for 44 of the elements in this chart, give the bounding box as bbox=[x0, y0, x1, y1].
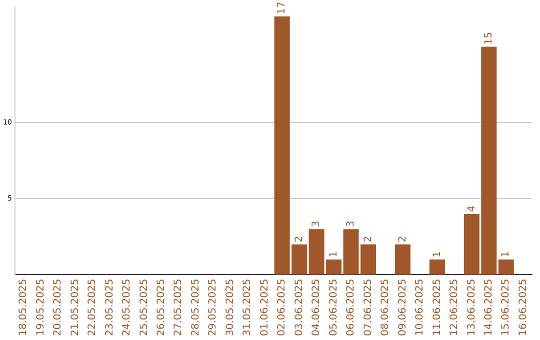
x-tick-label: 13.06.2025 bbox=[466, 278, 478, 336]
data-label: 2 bbox=[397, 236, 408, 242]
x-tick-label: 15.06.2025 bbox=[500, 278, 512, 336]
x-tick-label: 23.05.2025 bbox=[104, 278, 116, 336]
x-tick-label: 25.05.2025 bbox=[138, 278, 150, 336]
x-tick-label: 30.05.2025 bbox=[224, 278, 236, 336]
x-tick-label: 27.05.2025 bbox=[173, 278, 184, 336]
data-label: 2 bbox=[362, 236, 374, 242]
x-tick-label: 07.06.2025 bbox=[362, 278, 374, 336]
x-tick-label: 16.06.2025 bbox=[518, 278, 529, 336]
x-tick-label: 02.06.2025 bbox=[276, 278, 288, 336]
x-tick-label: 11.06.2025 bbox=[432, 278, 443, 336]
x-tick-label: 29.05.2025 bbox=[208, 278, 219, 336]
data-label: 1 bbox=[328, 251, 340, 258]
bar bbox=[394, 244, 410, 275]
x-tick-label: 26.05.2025 bbox=[156, 278, 168, 336]
data-label: 17 bbox=[276, 2, 288, 14]
data-label: 1 bbox=[500, 251, 512, 258]
data-label: 2 bbox=[294, 236, 305, 242]
x-tick-label: 28.05.2025 bbox=[190, 278, 202, 336]
data-label: 4 bbox=[466, 206, 478, 212]
data-label: 3 bbox=[346, 220, 357, 228]
data-label: 1 bbox=[432, 251, 443, 258]
x-tick-label: 05.06.2025 bbox=[328, 278, 340, 336]
bar bbox=[498, 260, 514, 275]
x-tick-label: 31.05.2025 bbox=[242, 278, 254, 336]
x-tick-label: 12.06.2025 bbox=[449, 278, 460, 336]
x-tick-label: 06.06.2025 bbox=[346, 278, 357, 336]
x-tick-label: 19.05.2025 bbox=[35, 278, 46, 336]
data-label: 3 bbox=[311, 220, 322, 228]
x-tick-label: 04.06.2025 bbox=[311, 278, 322, 336]
x-tick-label: 03.06.2025 bbox=[294, 278, 305, 336]
bar bbox=[429, 260, 445, 275]
x-tick-label: 08.06.2025 bbox=[380, 278, 392, 336]
data-label: 15 bbox=[484, 32, 495, 45]
x-tick-label: 09.06.2025 bbox=[397, 278, 408, 336]
x-tick-label: 14.06.2025 bbox=[484, 278, 495, 336]
x-tick-label: 20.05.2025 bbox=[52, 278, 64, 336]
x-tick-label: 22.05.2025 bbox=[87, 278, 98, 336]
x-tick-label: 10.06.2025 bbox=[414, 278, 426, 336]
x-tick-label: 18.05.2025 bbox=[18, 278, 30, 336]
x-tick-label: 21.05.2025 bbox=[70, 278, 81, 336]
x-tick-label: 24.05.2025 bbox=[122, 278, 133, 336]
x-tick-label: 01.06.2025 bbox=[259, 278, 270, 336]
